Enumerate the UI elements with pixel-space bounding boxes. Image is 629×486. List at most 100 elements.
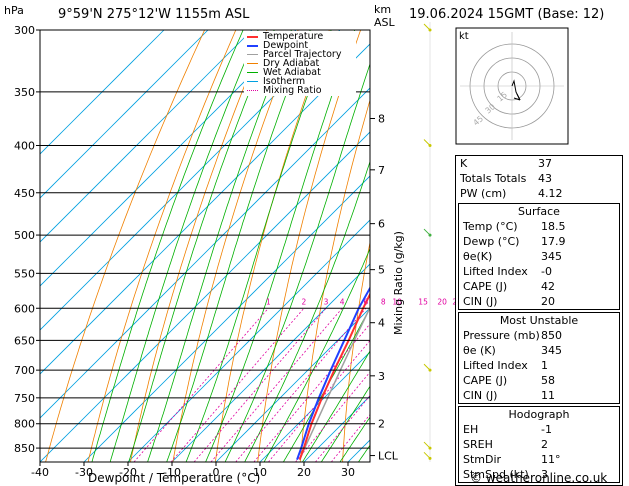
most-unstable-section: Most Unstable Pressure (mb) 850 θe (K) 345… — [458, 312, 620, 404]
hodograph-title: Hodograph — [508, 408, 570, 421]
mixing-ratio-label: 10 — [392, 297, 402, 306]
pressure-tick-label: 800 — [14, 418, 35, 431]
mixing-ratio-label: 8 — [381, 297, 386, 306]
wet-adiabat-line — [320, 385, 370, 462]
wind-barb-dot — [428, 28, 432, 32]
surface-row: Lifted Index -0 — [463, 265, 552, 278]
pressure-tick-label: 500 — [14, 229, 35, 242]
wind-barb-dot — [428, 233, 432, 237]
isotherm-line — [40, 131, 370, 462]
legend-item: Isotherm — [245, 77, 355, 86]
legend-swatch — [247, 90, 258, 91]
km-tick-label: 7 — [378, 164, 385, 177]
wind-barb-dot — [428, 143, 432, 147]
temp-tick-label: 30 — [341, 466, 355, 479]
km-tick-label: 5 — [378, 264, 385, 277]
mixing-ratio-label: 2 — [302, 297, 307, 306]
pressure-tick-label: 600 — [14, 302, 35, 315]
wet-adiabat-line — [91, 30, 244, 462]
isotherm-line — [215, 307, 370, 462]
surface-title: Surface — [518, 205, 560, 218]
temp-tick-label: 0 — [213, 466, 220, 479]
legend-item: Temperature — [245, 32, 355, 41]
legend-label: Isotherm — [263, 76, 306, 87]
km-tick-label: 6 — [378, 218, 385, 231]
pressure-tick-label: 700 — [14, 364, 35, 377]
hodograph-arrow — [513, 93, 521, 101]
temp-tick-label: -30 — [75, 466, 93, 479]
km-tick-label: 3 — [378, 370, 385, 383]
dry-adiabat-line — [45, 30, 205, 462]
wet-adiabat-line — [128, 30, 275, 462]
km-axis-unit: km — [374, 3, 392, 16]
dry-adiabat-line — [257, 30, 361, 462]
legend-swatch — [247, 81, 258, 82]
mixing-ratio-label: 3 — [324, 297, 329, 306]
legend-label: Dewpoint — [263, 40, 309, 51]
location-title: 9°59'N 275°12'W 1155m ASL — [58, 7, 250, 22]
dry-adiabat-line — [299, 98, 370, 462]
wind-barb-dot — [428, 446, 432, 450]
isotherm-line — [40, 30, 341, 331]
hodo-row: EH -1 — [463, 423, 552, 436]
isotherm-line — [127, 219, 370, 462]
mixing-ratio-line — [235, 308, 367, 462]
wet-adiabat-line — [224, 62, 370, 462]
pressure-tick-label: 300 — [14, 24, 35, 37]
mu-row: CAPE (J) 58 — [463, 374, 555, 387]
surface-row: Dewp (°C) 17.9 — [463, 235, 566, 248]
wet-adiabat-line — [166, 30, 311, 462]
pressure-tick-label: 750 — [14, 392, 35, 405]
index-row-pw: PW (cm) 4.12 — [460, 187, 563, 200]
mixing-ratio-line — [268, 339, 370, 462]
legend-item: Wet Adiabat — [245, 68, 355, 77]
dry-adiabat-line — [130, 30, 268, 462]
parcel-trajectory-line — [299, 305, 370, 460]
temp-tick-label: -40 — [31, 466, 49, 479]
temp-tick-label: 20 — [297, 466, 311, 479]
mu-row: CIN (J) 11 — [463, 389, 555, 402]
legend-item: Dewpoint — [245, 41, 355, 50]
legend-label: Mixing Ratio — [263, 85, 322, 96]
km-tick-label: LCL — [378, 450, 399, 463]
km-tick-label: 2 — [378, 418, 385, 431]
legend-swatch — [247, 54, 258, 55]
dry-adiabat-line — [87, 30, 237, 462]
isotherm-line — [40, 30, 253, 243]
indices-panel: K 37 Totals Totals 43 PW (cm) 4.12 Surface … — [455, 155, 623, 486]
dry-adiabat-line — [624, 30, 629, 462]
surface-row: CIN (J) 20 — [463, 295, 555, 308]
mixing-ratio-label: 1 — [266, 297, 271, 306]
mixing-ratio-line — [133, 308, 269, 462]
surface-section: Surface Temp (°C) 18.5 Dewp (°C) 17.9 θe(K… — [458, 203, 620, 310]
pressure-tick-label: 650 — [14, 334, 35, 347]
isotherm-line — [40, 30, 209, 199]
pressure-tick-label: 350 — [14, 86, 35, 99]
hpa-axis-unit: hPa — [4, 4, 24, 17]
wet-adiabat-line — [109, 30, 259, 462]
wet-adiabat-line — [147, 30, 292, 462]
wet-adiabat-line — [301, 350, 370, 462]
isotherm-line — [40, 30, 297, 287]
wind-barb-dot — [428, 368, 432, 372]
legend-label: Dry Adiabat — [263, 58, 320, 69]
pressure-tick-label: 850 — [14, 442, 35, 455]
surface-row: CAPE (J) 42 — [463, 280, 555, 293]
legend-label: Parcel Trajectory — [263, 49, 342, 60]
mu-row: Lifted Index 1 — [463, 359, 548, 372]
wet-adiabat-line — [205, 30, 356, 462]
wind-barb-dot — [428, 456, 432, 460]
mu-row: θe (K) 345 — [463, 344, 562, 357]
wet-adiabat-line — [263, 247, 370, 462]
x-axis-label: Dewpoint / Temperature (°C) — [88, 471, 261, 485]
temp-tick-label: -10 — [163, 466, 181, 479]
index-row-k: K 37 — [460, 157, 552, 170]
legend: Temperature Dewpoint Parcel Trajectory Dry … — [244, 31, 356, 96]
most-unstable-title: Most Unstable — [499, 314, 579, 327]
dry-adiabat-line — [342, 240, 370, 462]
hodograph-unit: kt — [459, 31, 469, 42]
surface-row: Temp (°C) 18.5 — [463, 220, 566, 233]
mixing-ratio-label: 20 — [437, 297, 447, 306]
asl-axis-unit: ASL — [374, 16, 395, 29]
